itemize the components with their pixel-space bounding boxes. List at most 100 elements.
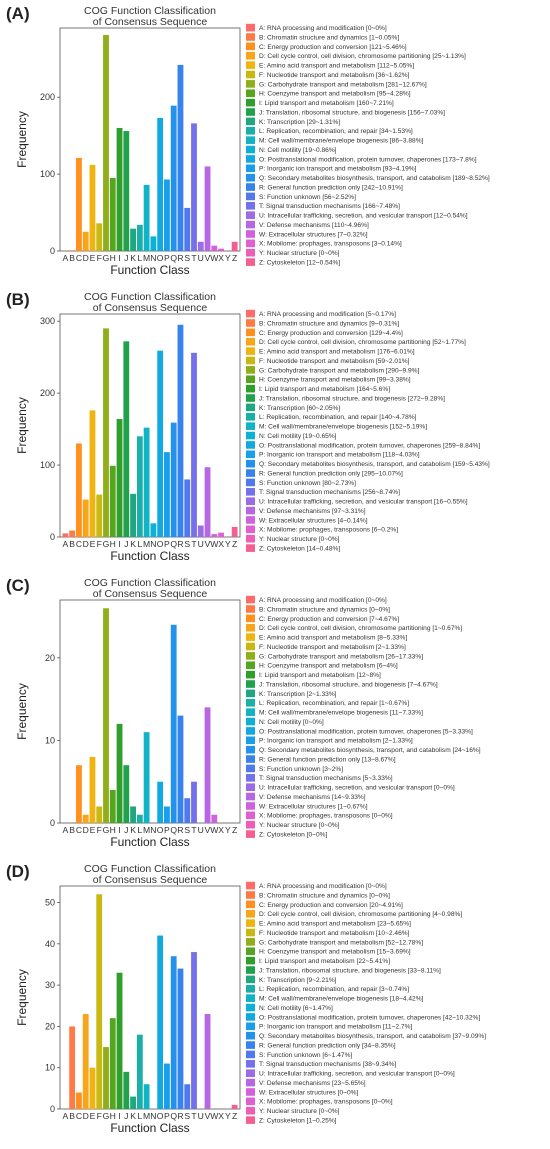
bar-K (130, 1096, 136, 1109)
bar-H (109, 1018, 116, 1109)
legend-swatch (246, 441, 255, 449)
plot-frame (59, 599, 241, 824)
legend-swatch (246, 220, 255, 229)
legend-swatch (246, 891, 255, 899)
legend-swatch (246, 239, 255, 248)
legend-swatch (246, 337, 255, 346)
x-category-label: O (157, 539, 164, 549)
x-category-label: Y (225, 539, 231, 549)
legend-entry: X: Mobilome: prophages, transposons [6~0… (259, 527, 398, 534)
x-category-label: T (191, 1111, 197, 1121)
legend-swatch (246, 544, 255, 552)
legend-swatch (246, 23, 255, 32)
bar-L (136, 814, 143, 823)
legend-swatch (246, 727, 255, 735)
legend-swatch (246, 422, 255, 430)
x-category-label: T (191, 253, 197, 263)
bar-F (96, 494, 103, 537)
legend-entry: A: RNA processing and modification [5~0.… (259, 311, 396, 318)
legend-entry: U: Intracellular trafficking, secretion,… (259, 1071, 455, 1078)
legend-swatch (246, 947, 255, 956)
legend-swatch (246, 525, 255, 534)
bar-L (136, 1034, 143, 1109)
legend-entry: P: Inorganic ion transport and metabolis… (259, 166, 417, 173)
x-category-label: C (76, 253, 82, 263)
x-category-label: O (157, 1111, 164, 1121)
bar-X (218, 248, 224, 251)
chart-title-line: of Consensus Sequence (93, 16, 208, 28)
x-category-label: R (177, 253, 183, 263)
legend-swatch (246, 89, 255, 98)
x-category-label: B (69, 539, 75, 549)
x-category-label: W (210, 539, 219, 549)
legend-entry: C: Energy production and conversion [121… (259, 44, 407, 51)
legend-entry: S: Function unknown [3~2%] (259, 766, 343, 773)
legend-entry: O: Posttranslational modification, prote… (259, 442, 480, 449)
legend-swatch (246, 1097, 255, 1106)
x-category-label: X (218, 539, 224, 549)
bar-E (89, 410, 96, 537)
bar-B (69, 1026, 76, 1109)
bar-A (62, 533, 69, 537)
legend-swatch (246, 783, 255, 791)
x-category-label: H (110, 1111, 116, 1121)
bar-M (143, 184, 150, 251)
legend-swatch (246, 347, 255, 355)
legend-swatch (246, 642, 255, 651)
legend-swatch (246, 1078, 255, 1087)
y-tick-label: 10 (45, 1063, 55, 1073)
x-category-label: Z (232, 1111, 237, 1121)
panel-b: (B) COG Function Classification of Consen… (0, 286, 550, 572)
chart-title-line: of Consensus Sequence (93, 588, 208, 600)
bar-Q (170, 624, 177, 823)
bar-V (204, 467, 211, 537)
legend-swatch (246, 900, 255, 909)
bar-W (211, 814, 218, 823)
bar-S (184, 207, 191, 251)
legend-entry: S: Function unknown [56~2.52%] (259, 194, 356, 201)
chart-title-line: COG Function Classification (84, 577, 216, 589)
bar-U (197, 525, 204, 537)
legend-entry: K: Transcription [2~1.33%] (259, 691, 337, 698)
x-category-label: V (205, 1111, 211, 1121)
bar-K (130, 228, 136, 251)
x-category-label: N (150, 539, 156, 549)
bar-L (136, 436, 143, 537)
legend-entry: T: Signal transduction mechanisms [256~8… (259, 489, 400, 496)
y-tick-label: 30 (45, 980, 55, 990)
legend-swatch (246, 375, 255, 384)
bar-S (184, 798, 191, 823)
x-category-label: Q (170, 539, 177, 549)
legend-swatch (246, 745, 255, 754)
legend-swatch (246, 478, 255, 487)
legend-swatch (246, 670, 255, 679)
x-category-label: X (218, 253, 224, 263)
bar-T (191, 123, 197, 251)
legend-swatch (246, 230, 255, 238)
x-category-label: Q (170, 253, 177, 263)
panel-label: (D) (6, 862, 30, 881)
x-category-label: M (143, 825, 150, 835)
x-category-label: V (205, 539, 211, 549)
y-tick-label: 20 (45, 653, 55, 663)
x-category-label: Q (170, 1111, 177, 1121)
y-tick-label: 200 (40, 388, 55, 398)
legend-entry: S: Function unknown [80~2.73%] (259, 480, 356, 487)
panel-label: (A) (6, 4, 30, 23)
bar-X (218, 532, 224, 537)
x-category-label: Y (225, 825, 231, 835)
legend-entry: F: Nucleotide transport and metabolism [… (259, 930, 410, 937)
y-axis-title: Frequency (15, 969, 29, 1026)
bar-P (164, 1063, 170, 1109)
y-tick-label: 50 (45, 898, 55, 908)
y-tick-label: 300 (40, 316, 55, 326)
bar-G (103, 608, 109, 823)
legend-entry: F: Nucleotide transport and metabolism [… (259, 644, 406, 651)
legend-entry: C: Energy production and conversion [129… (259, 330, 403, 337)
legend-swatch (246, 1060, 255, 1068)
legend-swatch (246, 80, 255, 88)
x-category-label: S (184, 539, 190, 549)
legend-swatch (246, 506, 255, 515)
legend-swatch (246, 956, 255, 965)
